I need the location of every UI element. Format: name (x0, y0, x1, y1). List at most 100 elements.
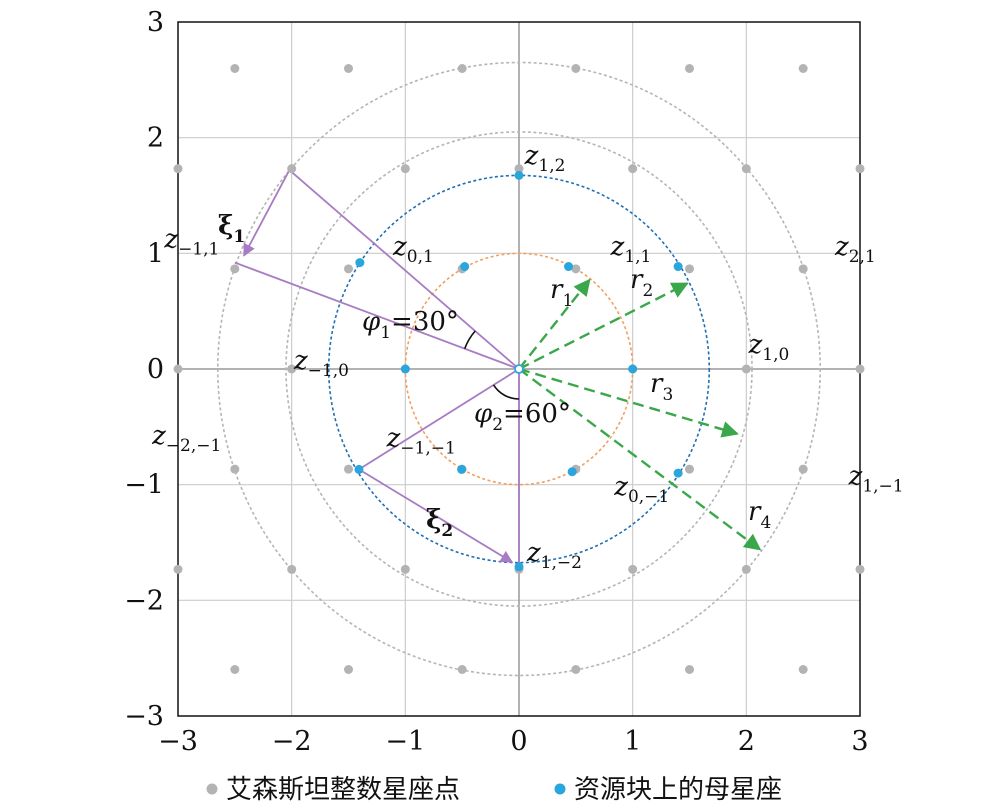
eisenstein-point (344, 665, 353, 675)
eisenstein-point (344, 464, 353, 474)
eisenstein-point (230, 464, 240, 474)
y-tick-label: 0 (147, 354, 164, 385)
purple-line (358, 368, 520, 471)
eisenstein-point (344, 63, 353, 73)
constellation-point-label: z1,−1 (848, 462, 904, 497)
origin-point (514, 364, 524, 374)
green-arrow (518, 282, 689, 371)
y-tick-label: 1 (147, 238, 164, 269)
eisenstein-point (287, 364, 297, 374)
constellation-point-label: z0,−1 (613, 472, 669, 507)
constellation-point (514, 170, 524, 180)
y-tick-label: 3 (147, 7, 164, 38)
y-tick-label: −2 (124, 585, 164, 616)
eisenstein-point (685, 63, 694, 73)
xi2-label: ξ2 (426, 505, 453, 541)
constellation-point (400, 364, 410, 374)
eisenstein-point (287, 164, 297, 174)
xi1-label: ξ1 (218, 211, 245, 247)
eisenstein-point (798, 63, 808, 73)
constellation-point (673, 468, 683, 478)
legend-marker-constellation (554, 783, 566, 795)
phi2-arc (492, 384, 520, 400)
x-tick-label: 1 (624, 726, 641, 757)
constellation-point-label: z−1,−1 (386, 423, 456, 458)
phi1-arc (463, 330, 476, 349)
eisenstein-point (457, 665, 467, 675)
legend-marker-eisenstein (206, 783, 218, 795)
eisenstein-point (685, 264, 694, 274)
legend-label-eisenstein: 艾森斯坦整数星座点 (226, 775, 460, 805)
purple-arrow (243, 169, 291, 257)
legend-label-constellation: 资源块上的母星座 (574, 775, 782, 805)
eisenstein-point (798, 464, 808, 474)
x-tick-label: −1 (385, 726, 425, 757)
r3-label: r3 (650, 369, 673, 405)
constellation-point-label: z−1,1 (163, 225, 219, 260)
dashed-circle (216, 61, 822, 677)
constellation-point-label: z1,−2 (526, 538, 582, 573)
eisenstein-point (230, 264, 240, 274)
tick-labels: −3 −2 −1 0 1 2 3 −3 −2 −1 0 1 2 3 (124, 7, 868, 757)
constellation-point-label: z1,1 (610, 232, 652, 267)
constellation-point (514, 562, 524, 572)
eisenstein-point (685, 464, 694, 474)
eisenstein-point (741, 564, 751, 574)
eisenstein-point (798, 665, 808, 675)
eisenstein-point (571, 665, 581, 675)
eisenstein-point (514, 164, 524, 174)
dashed-circle (285, 131, 753, 607)
constellation-point-label: z1,0 (748, 330, 790, 365)
constellation-point (567, 467, 577, 477)
eisenstein-point (855, 564, 865, 574)
eisenstein-point (400, 564, 410, 574)
eisenstein-point (855, 364, 865, 374)
x-tick-label: 2 (738, 726, 755, 757)
constellation-point (564, 262, 574, 272)
purple-line (234, 261, 520, 370)
eisenstein-point (230, 63, 240, 73)
eisenstein-point (173, 564, 183, 574)
legend: 艾森斯坦整数星座点 资源块上的母星座 (206, 775, 782, 805)
r4-label: r4 (748, 497, 771, 533)
x-tick-label: −3 (158, 726, 198, 757)
eisenstein-point (400, 164, 410, 174)
eisenstein-point (685, 665, 694, 675)
constellation-point-label: z−2,−1 (151, 421, 221, 456)
vectors (234, 169, 762, 567)
eisenstein-point (628, 564, 638, 574)
green-arrow (518, 367, 739, 438)
y-tick-label: −1 (124, 470, 164, 501)
mother-constellation-points (354, 170, 683, 572)
purple-arrow (358, 468, 514, 563)
constellation-point-label: z1,2 (524, 141, 566, 176)
eisenstein-point (741, 164, 751, 174)
eisenstein-point (287, 564, 297, 574)
x-tick-label: 3 (851, 726, 868, 757)
green-arrow (518, 368, 762, 551)
eisenstein-point (344, 264, 353, 274)
eisenstein-point (798, 264, 808, 274)
constellation-point (457, 464, 467, 474)
point-labels: z1,2 z1,1 z0,1 z2,1 z−1,1 z1,0 z−1,0 z−1,−1 z0,−… (151, 141, 904, 573)
eisenstein-point (173, 364, 183, 374)
x-tick-label: −2 (272, 726, 312, 757)
eisenstein-point (628, 164, 638, 174)
constellation-point-label: z0,1 (392, 232, 434, 267)
eisenstein-point (173, 164, 183, 174)
x-tick-label: 0 (510, 726, 527, 757)
purple-line (288, 169, 520, 370)
phi2-label: φ2=60° (474, 399, 571, 435)
phi1-label: φ1=30° (362, 307, 459, 343)
constellation-point (354, 464, 364, 474)
eisenstein-point (855, 164, 865, 174)
constellation-point (673, 262, 683, 272)
eisenstein-point (571, 264, 581, 274)
eisenstein-point (571, 63, 581, 73)
constellation-point (628, 364, 638, 374)
eisenstein-point (457, 63, 467, 73)
eisenstein-point (230, 665, 240, 675)
constellation-point-label: z2,1 (834, 232, 876, 267)
constellation-point (460, 262, 470, 272)
